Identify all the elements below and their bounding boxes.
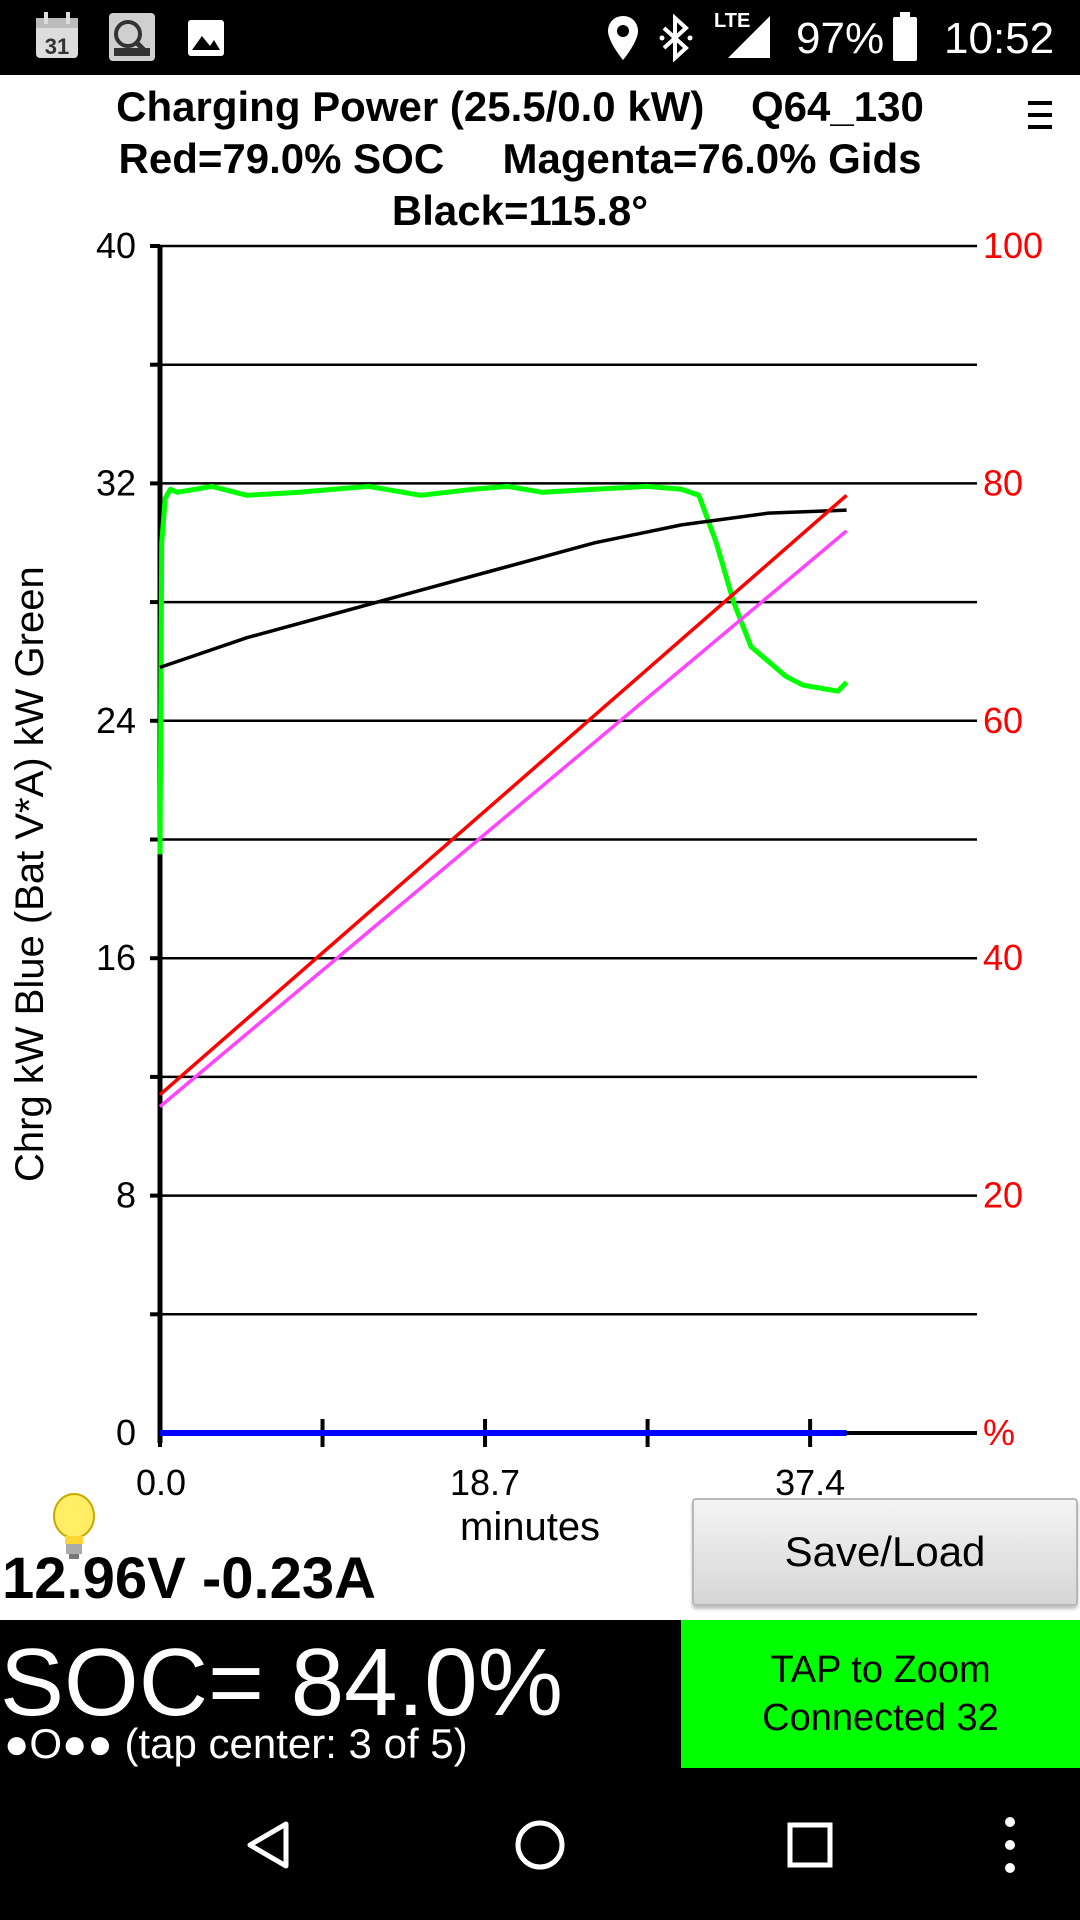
home-icon	[515, 1820, 565, 1870]
chart-subtitle-soc-gids: Red=79.0% SOC Magenta=76.0% Gids	[118, 135, 922, 182]
series-black	[159, 508, 847, 670]
overflow-menu-icon[interactable]	[1026, 95, 1054, 135]
tap-center-indicator: ●O●● (tap center: 3 of 5)	[4, 1720, 468, 1767]
calendar-day: 31	[45, 34, 69, 59]
recents-icon	[787, 1822, 833, 1868]
more-options-button[interactable]	[990, 1810, 1030, 1880]
navigation-bar	[0, 1780, 1080, 1920]
y-left-tick-label: 0	[116, 1412, 136, 1453]
calendar-icon: 31	[34, 12, 80, 60]
save-load-button[interactable]: Save/Load	[692, 1498, 1078, 1606]
bluetooth-icon	[658, 13, 694, 63]
x-axis-label: minutes	[460, 1505, 601, 1549]
y-right-tick-label: 20	[983, 1175, 1023, 1216]
tap-to-zoom-button[interactable]: TAP to Zoom Connected 32	[681, 1620, 1080, 1768]
vertical-dots-icon	[1005, 1817, 1015, 1873]
y-right-tick-label: 60	[983, 700, 1023, 741]
signal-icon	[712, 12, 772, 62]
x-tick-label: 18.7	[450, 1462, 520, 1503]
location-icon	[606, 14, 640, 62]
y-left-tick-label: 32	[96, 462, 136, 503]
image-icon	[186, 18, 226, 58]
home-button[interactable]	[505, 1810, 575, 1880]
y-left-tick-label: 8	[116, 1175, 136, 1216]
app-notification-icon	[108, 12, 156, 62]
y-left-tick-label: 16	[96, 937, 136, 978]
chart-header: Charging Power (25.5/0.0 kW) Q64_130 Red…	[0, 75, 1080, 245]
series-magenta	[158, 529, 848, 1108]
y-right-tick-label: 40	[983, 937, 1023, 978]
lightbulb-icon[interactable]	[48, 1492, 100, 1562]
back-icon	[247, 1821, 289, 1869]
back-button[interactable]	[234, 1810, 304, 1880]
soc-readout[interactable]: SOC= 84.0%	[0, 1629, 563, 1736]
connection-status: Connected 32	[762, 1697, 999, 1739]
status-bar: 31 LTE 97%	[0, 0, 1080, 75]
tap-to-zoom-label: TAP to Zoom	[770, 1649, 991, 1691]
y-right-tick-label: 80	[983, 462, 1023, 503]
voltage-current-readout: 12.96V -0.23A	[2, 1546, 377, 1611]
chart-title: Charging Power (25.5/0.0 kW) Q64_130	[116, 83, 924, 130]
battery-percent: 97%	[796, 14, 885, 63]
network-type: LTE	[714, 10, 751, 32]
series-green	[157, 483, 849, 855]
chart-subtitle-temperature: Black=115.8°	[391, 187, 649, 234]
x-tick-label: 0.0	[136, 1462, 186, 1503]
series-red	[158, 493, 848, 1097]
y-left-tick-label: 24	[96, 700, 136, 741]
x-tick-label: 37.4	[775, 1462, 845, 1503]
y-right-tick-label: %	[983, 1412, 1015, 1453]
recents-button[interactable]	[775, 1810, 845, 1880]
clock: 10:52	[944, 14, 1055, 63]
y-axis-left-label: Chrg kW Blue (Bat V*A) kW Green	[8, 566, 52, 1182]
battery-icon	[892, 12, 918, 62]
